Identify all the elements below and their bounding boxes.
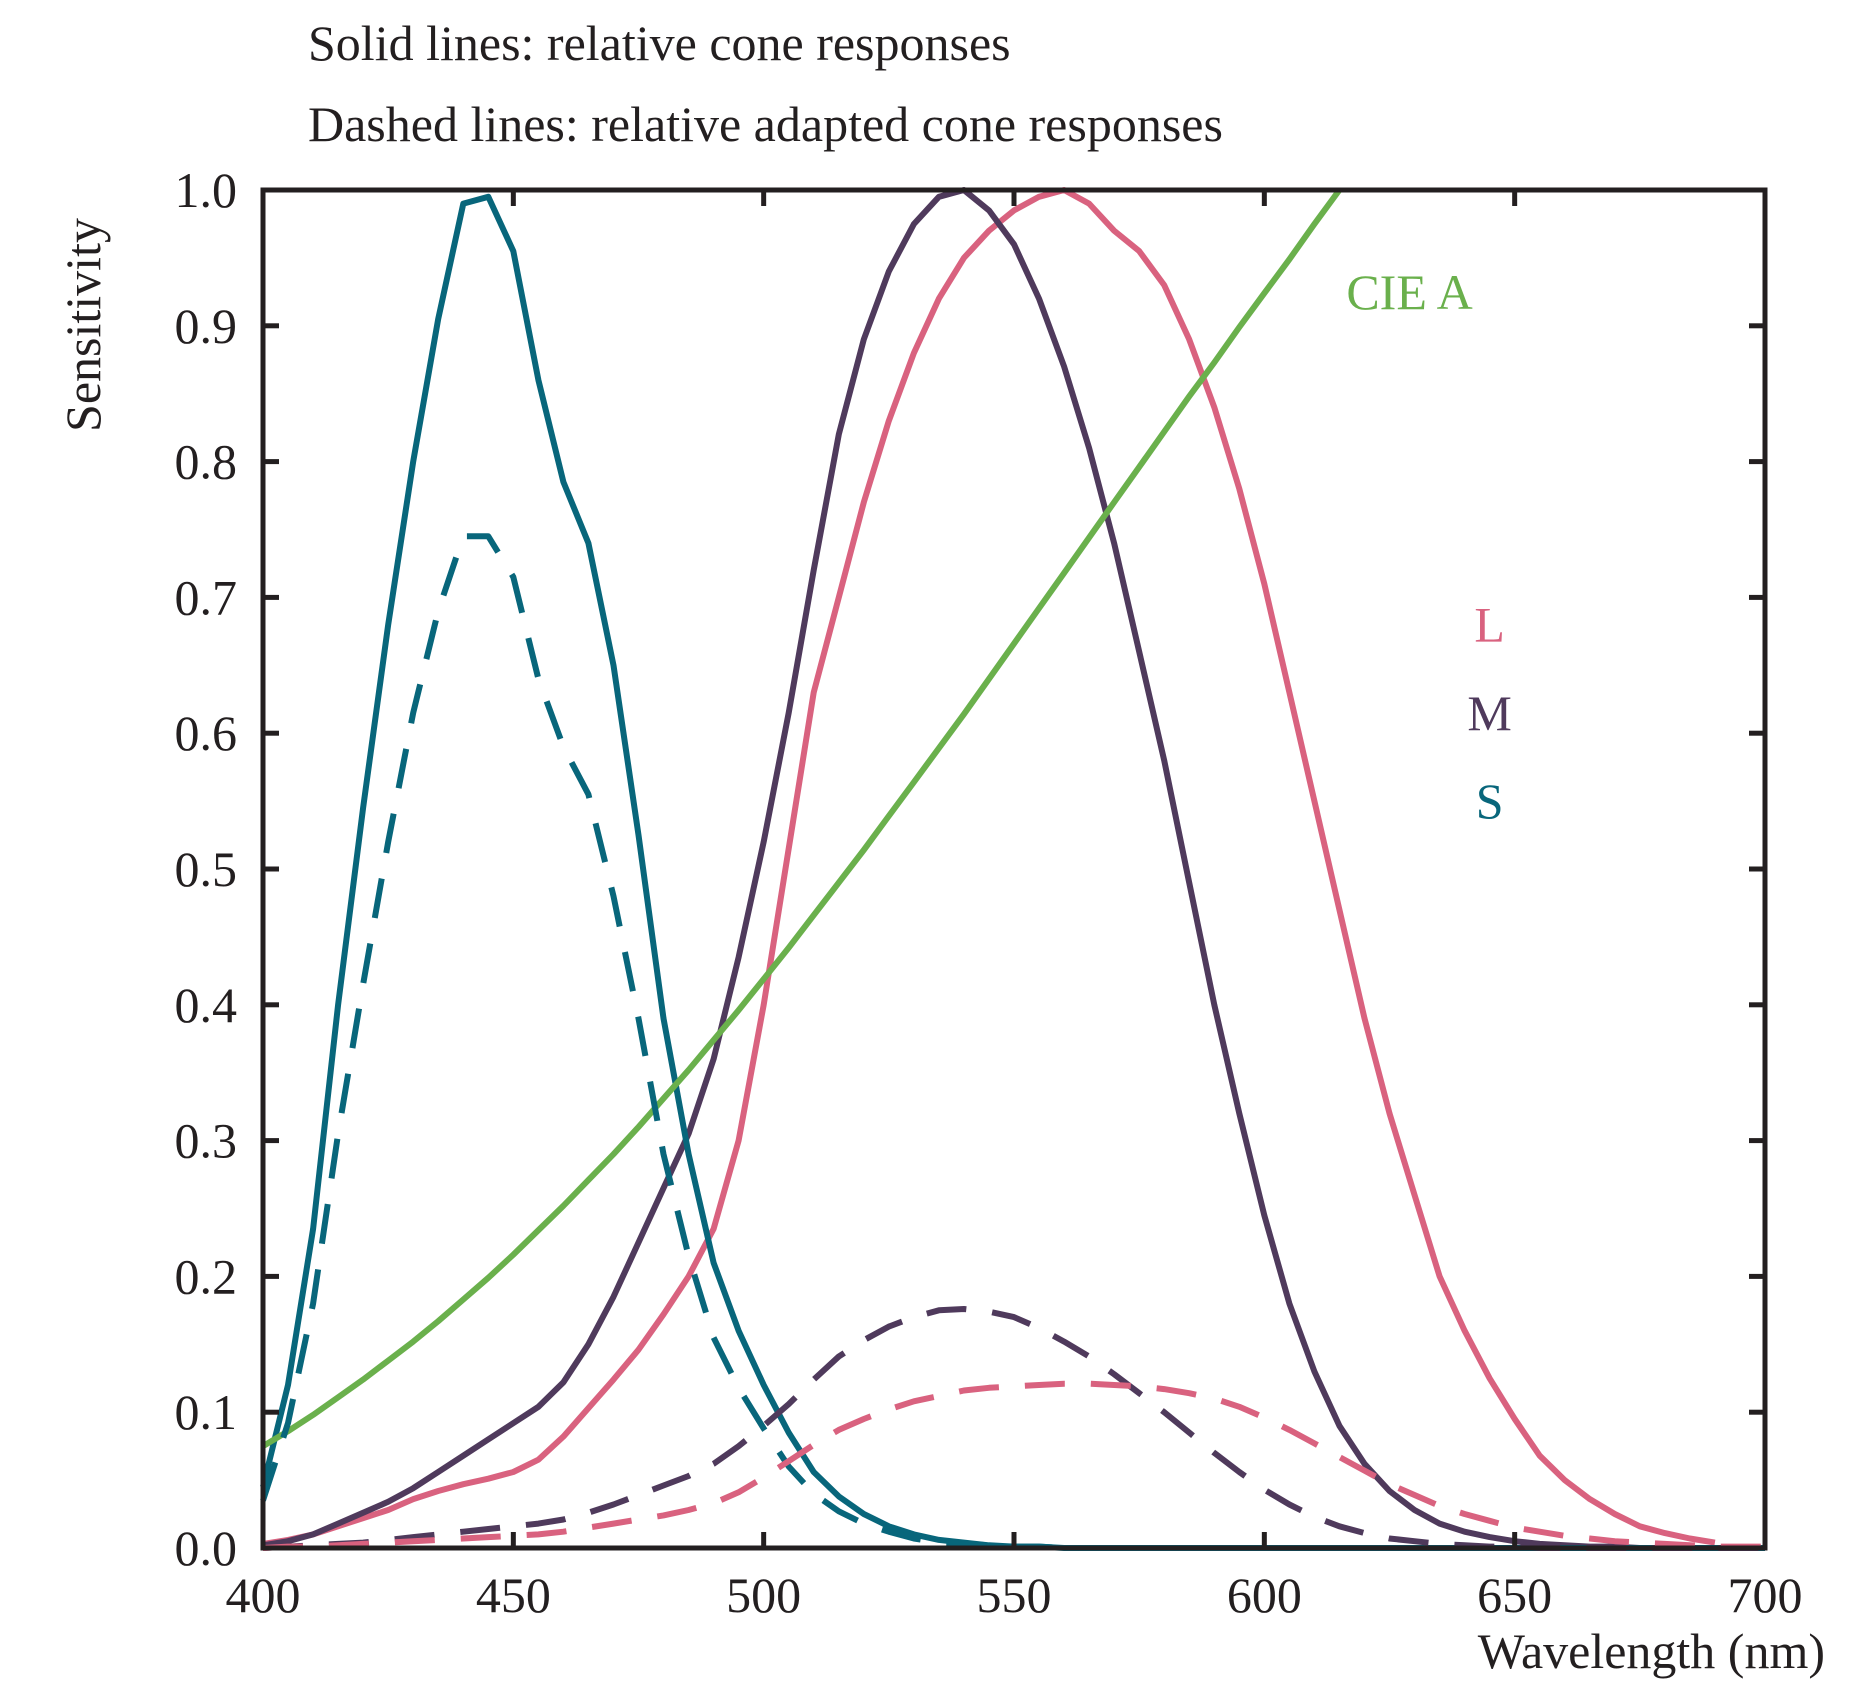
x-tick-label: 450 xyxy=(476,1567,551,1623)
series-s-line xyxy=(260,193,1765,1551)
series-l-line xyxy=(262,187,1716,1547)
title-line-solid: Solid lines: relative cone responses xyxy=(308,15,1011,71)
label-m: M xyxy=(1467,685,1511,741)
tick-labels: 400 450 500 550 600 650 700 0.0 0.1 0.2 0.3 0.4 0.5 0… xyxy=(175,162,1803,1623)
axis-ticks xyxy=(260,187,1768,1551)
series-labels: CIE A LMS xyxy=(1346,264,1512,829)
title-line-dashed: Dashed lines: relative adapted cone resp… xyxy=(308,96,1223,152)
label-s: S xyxy=(1476,773,1504,829)
x-tick-label: 650 xyxy=(1477,1567,1552,1623)
label-l: L xyxy=(1474,597,1505,653)
y-tick-label: 0.2 xyxy=(175,1248,238,1304)
y-tick-label: 0.5 xyxy=(175,841,238,897)
y-tick-label: 0.8 xyxy=(175,434,238,490)
series-m-line xyxy=(262,187,1765,1551)
x-tick-label: 500 xyxy=(726,1567,801,1623)
series-cie-a-line xyxy=(261,188,1342,1449)
chart-title: Solid lines: relative cone responses Das… xyxy=(308,15,1223,152)
y-tick-label: 0.7 xyxy=(175,569,238,625)
series-s-adapted-line xyxy=(260,533,1765,1551)
y-axis-label: Sensitivity xyxy=(55,218,111,432)
series-layer xyxy=(260,187,1765,1551)
plot-frame xyxy=(260,187,1768,1551)
y-tick-label: 0.6 xyxy=(175,705,238,761)
y-tick-label: 0.3 xyxy=(175,1113,238,1169)
y-tick-label: 0.1 xyxy=(175,1384,238,1440)
series-l-adapted-line xyxy=(262,1380,1765,1551)
y-tick-label: 0.9 xyxy=(175,298,238,354)
series-m-adapted-line xyxy=(262,1306,1765,1551)
x-tick-label: 700 xyxy=(1728,1567,1803,1623)
x-tick-label: 400 xyxy=(226,1567,301,1623)
y-tick-label: 1.0 xyxy=(175,162,238,218)
y-tick-label: 0.4 xyxy=(175,977,238,1033)
y-tick-label: 0.0 xyxy=(175,1520,238,1576)
x-tick-label: 550 xyxy=(977,1567,1052,1623)
x-axis-label: Wavelength (nm) xyxy=(1478,1623,1825,1679)
x-tick-label: 600 xyxy=(1227,1567,1302,1623)
label-cie-a: CIE A xyxy=(1346,264,1472,320)
